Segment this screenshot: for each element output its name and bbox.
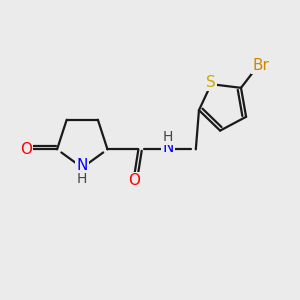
Text: H: H	[77, 172, 88, 186]
Text: H: H	[163, 130, 173, 144]
Text: O: O	[128, 173, 140, 188]
Text: O: O	[20, 142, 32, 157]
Text: Br: Br	[253, 58, 269, 73]
Text: S: S	[206, 75, 216, 90]
Text: N: N	[76, 158, 88, 173]
Text: N: N	[162, 140, 173, 154]
